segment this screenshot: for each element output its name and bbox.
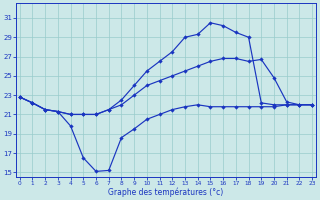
X-axis label: Graphe des températures (°c): Graphe des températures (°c) bbox=[108, 187, 224, 197]
